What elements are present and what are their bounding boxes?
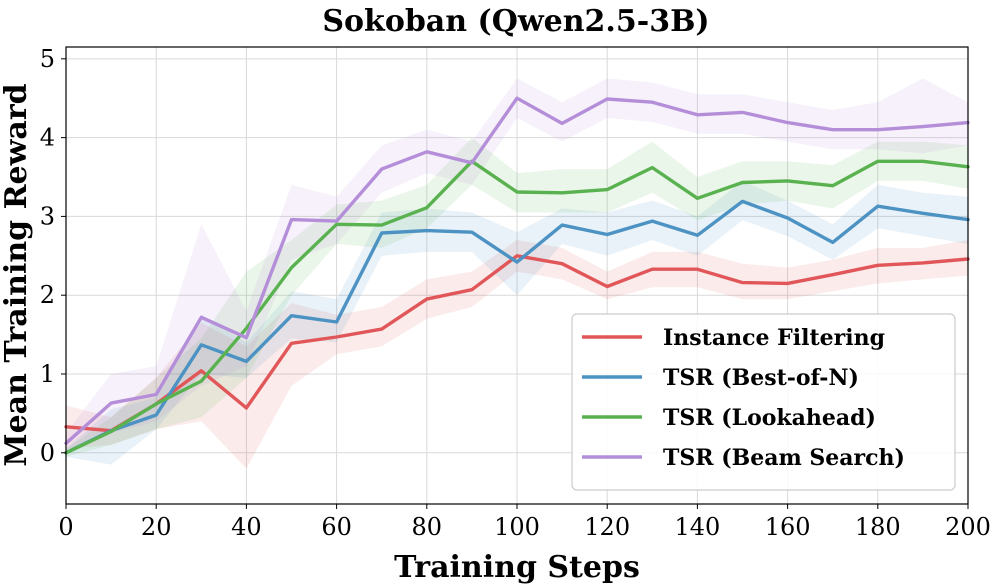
legend-label-tsr-beam-search: TSR (Beam Search) bbox=[663, 445, 905, 471]
x-tick-label: 0 bbox=[58, 513, 73, 541]
x-tick-label: 40 bbox=[231, 513, 262, 541]
x-tick-label: 20 bbox=[141, 513, 172, 541]
legend-label-tsr-best-of-n: TSR (Best-of-N) bbox=[663, 365, 859, 391]
legend: Instance Filtering TSR (Best-of-N) TSR (Lo… bbox=[571, 313, 956, 491]
legend-label-instance-filtering: Instance Filtering bbox=[663, 325, 885, 351]
x-tick-label: 100 bbox=[494, 513, 540, 541]
band-tsr-lookahead bbox=[66, 137, 968, 457]
y-tick-label: 0 bbox=[40, 439, 55, 467]
y-axis-label: Mean Training Reward bbox=[0, 83, 34, 466]
y-tick-label: 3 bbox=[40, 202, 55, 230]
y-tick-label: 1 bbox=[40, 360, 55, 388]
band-instance-filtering bbox=[66, 240, 968, 469]
series-lines bbox=[64, 96, 970, 455]
x-ticks: 0 20 40 60 80 100 120 140 160 180 200 bbox=[58, 504, 991, 541]
x-tick-label: 160 bbox=[765, 513, 811, 541]
y-tick-label: 4 bbox=[40, 124, 55, 152]
x-tick-label: 120 bbox=[584, 513, 630, 541]
x-tick-label: 80 bbox=[412, 513, 443, 541]
legend-frame bbox=[571, 313, 956, 491]
x-tick-label: 60 bbox=[321, 513, 352, 541]
x-tick-label: 180 bbox=[855, 513, 901, 541]
legend-label-tsr-lookahead: TSR (Lookahead) bbox=[663, 405, 876, 431]
y-ticks: 0 1 2 3 4 5 bbox=[40, 45, 66, 467]
chart-title: Sokoban (Qwen2.5-3B) bbox=[322, 4, 709, 39]
x-tick-label: 200 bbox=[945, 513, 991, 541]
band-tsr-best-of-n bbox=[66, 180, 968, 465]
x-tick-label: 140 bbox=[674, 513, 720, 541]
y-tick-label: 2 bbox=[40, 281, 55, 309]
x-axis-label: Training Steps bbox=[394, 550, 640, 585]
y-tick-label: 5 bbox=[40, 45, 55, 73]
